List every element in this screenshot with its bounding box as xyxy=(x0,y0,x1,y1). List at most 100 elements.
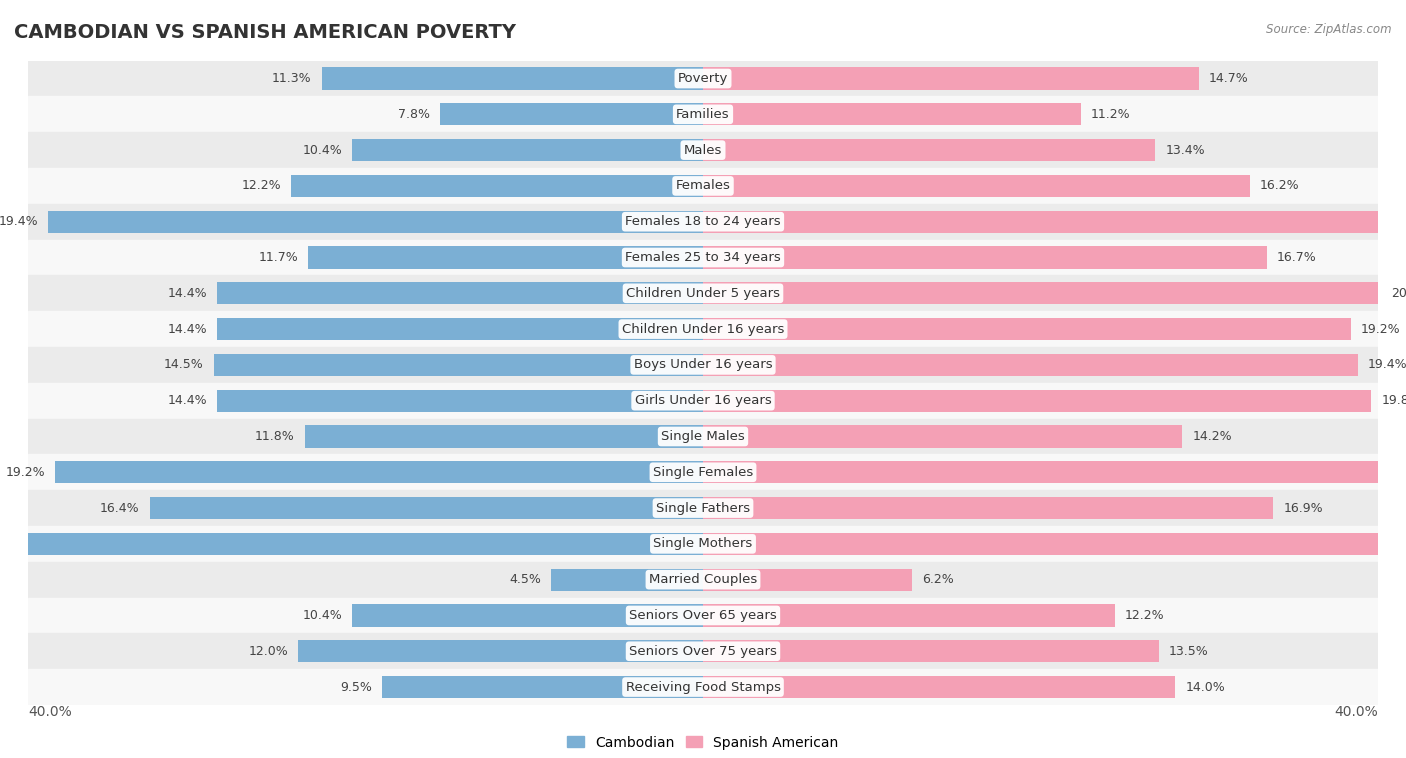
Text: 4.5%: 4.5% xyxy=(509,573,541,586)
Text: CAMBODIAN VS SPANISH AMERICAN POVERTY: CAMBODIAN VS SPANISH AMERICAN POVERTY xyxy=(14,23,516,42)
Text: Single Females: Single Females xyxy=(652,465,754,479)
Bar xyxy=(703,175,1250,197)
Text: 11.3%: 11.3% xyxy=(271,72,312,85)
Bar xyxy=(703,604,1115,627)
Bar xyxy=(149,497,703,519)
Text: 19.4%: 19.4% xyxy=(0,215,38,228)
Text: 10.4%: 10.4% xyxy=(302,143,342,157)
Bar xyxy=(28,347,1378,383)
Text: 11.7%: 11.7% xyxy=(259,251,298,264)
Bar xyxy=(703,568,912,590)
Bar xyxy=(305,425,703,447)
Bar xyxy=(703,211,1406,233)
Bar xyxy=(28,418,1378,454)
Text: 12.0%: 12.0% xyxy=(249,645,288,658)
Bar xyxy=(703,103,1081,125)
Bar xyxy=(28,240,1378,275)
Text: 11.2%: 11.2% xyxy=(1091,108,1130,121)
Bar xyxy=(214,354,703,376)
Text: 10.4%: 10.4% xyxy=(302,609,342,622)
Text: Females 18 to 24 years: Females 18 to 24 years xyxy=(626,215,780,228)
Text: 19.8%: 19.8% xyxy=(1381,394,1406,407)
Text: Married Couples: Married Couples xyxy=(650,573,756,586)
Bar xyxy=(28,454,1378,490)
Bar xyxy=(28,96,1378,132)
Bar xyxy=(298,641,703,662)
Text: 14.7%: 14.7% xyxy=(1209,72,1249,85)
Text: 14.4%: 14.4% xyxy=(167,323,207,336)
Text: 13.4%: 13.4% xyxy=(1166,143,1205,157)
Bar xyxy=(28,275,1378,312)
Bar xyxy=(28,669,1378,705)
Bar xyxy=(28,526,1378,562)
Bar xyxy=(28,562,1378,597)
Text: 16.9%: 16.9% xyxy=(1284,502,1323,515)
Bar xyxy=(28,634,1378,669)
Bar xyxy=(48,211,703,233)
Text: 7.8%: 7.8% xyxy=(398,108,430,121)
Text: 19.2%: 19.2% xyxy=(1361,323,1400,336)
Bar xyxy=(28,204,1378,240)
Text: Single Males: Single Males xyxy=(661,430,745,443)
Text: Source: ZipAtlas.com: Source: ZipAtlas.com xyxy=(1267,23,1392,36)
Bar xyxy=(28,312,1378,347)
Bar xyxy=(28,597,1378,634)
Bar xyxy=(28,61,1378,96)
Bar xyxy=(703,533,1406,555)
Bar xyxy=(703,425,1182,447)
Bar xyxy=(55,461,703,484)
Bar xyxy=(703,139,1156,161)
Text: Single Mothers: Single Mothers xyxy=(654,537,752,550)
Bar xyxy=(703,246,1267,268)
Bar xyxy=(352,139,703,161)
Bar xyxy=(440,103,703,125)
Bar xyxy=(0,533,703,555)
Bar xyxy=(28,490,1378,526)
Bar xyxy=(308,246,703,268)
Bar xyxy=(28,132,1378,168)
Text: 16.2%: 16.2% xyxy=(1260,180,1299,193)
Text: Single Fathers: Single Fathers xyxy=(657,502,749,515)
Bar xyxy=(703,676,1175,698)
Text: Females 25 to 34 years: Females 25 to 34 years xyxy=(626,251,780,264)
Text: 40.0%: 40.0% xyxy=(1334,705,1378,719)
Text: Children Under 5 years: Children Under 5 years xyxy=(626,287,780,300)
Bar xyxy=(703,497,1274,519)
Text: 16.4%: 16.4% xyxy=(100,502,139,515)
Text: Boys Under 16 years: Boys Under 16 years xyxy=(634,359,772,371)
Bar xyxy=(28,168,1378,204)
Text: 9.5%: 9.5% xyxy=(340,681,373,694)
Bar xyxy=(217,390,703,412)
Text: Seniors Over 65 years: Seniors Over 65 years xyxy=(628,609,778,622)
Text: Poverty: Poverty xyxy=(678,72,728,85)
Text: 14.0%: 14.0% xyxy=(1185,681,1225,694)
Text: 11.8%: 11.8% xyxy=(254,430,295,443)
Text: 16.7%: 16.7% xyxy=(1277,251,1316,264)
Bar xyxy=(703,641,1159,662)
Bar xyxy=(551,568,703,590)
Bar xyxy=(703,282,1381,305)
Bar xyxy=(28,383,1378,418)
Text: 14.4%: 14.4% xyxy=(167,394,207,407)
Text: 20.1%: 20.1% xyxy=(1392,287,1406,300)
Text: 19.2%: 19.2% xyxy=(6,465,45,479)
Legend: Cambodian, Spanish American: Cambodian, Spanish American xyxy=(568,735,838,750)
Text: 14.4%: 14.4% xyxy=(167,287,207,300)
Bar xyxy=(703,461,1406,484)
Text: 19.4%: 19.4% xyxy=(1368,359,1406,371)
Text: Males: Males xyxy=(683,143,723,157)
Text: 14.5%: 14.5% xyxy=(165,359,204,371)
Bar xyxy=(291,175,703,197)
Bar xyxy=(322,67,703,89)
Text: Families: Families xyxy=(676,108,730,121)
Bar xyxy=(703,67,1199,89)
Text: 40.0%: 40.0% xyxy=(28,705,72,719)
Text: 13.5%: 13.5% xyxy=(1168,645,1208,658)
Bar xyxy=(703,318,1351,340)
Text: Females: Females xyxy=(675,180,731,193)
Bar xyxy=(352,604,703,627)
Bar xyxy=(217,318,703,340)
Text: 6.2%: 6.2% xyxy=(922,573,955,586)
Text: 14.2%: 14.2% xyxy=(1192,430,1232,443)
Bar xyxy=(217,282,703,305)
